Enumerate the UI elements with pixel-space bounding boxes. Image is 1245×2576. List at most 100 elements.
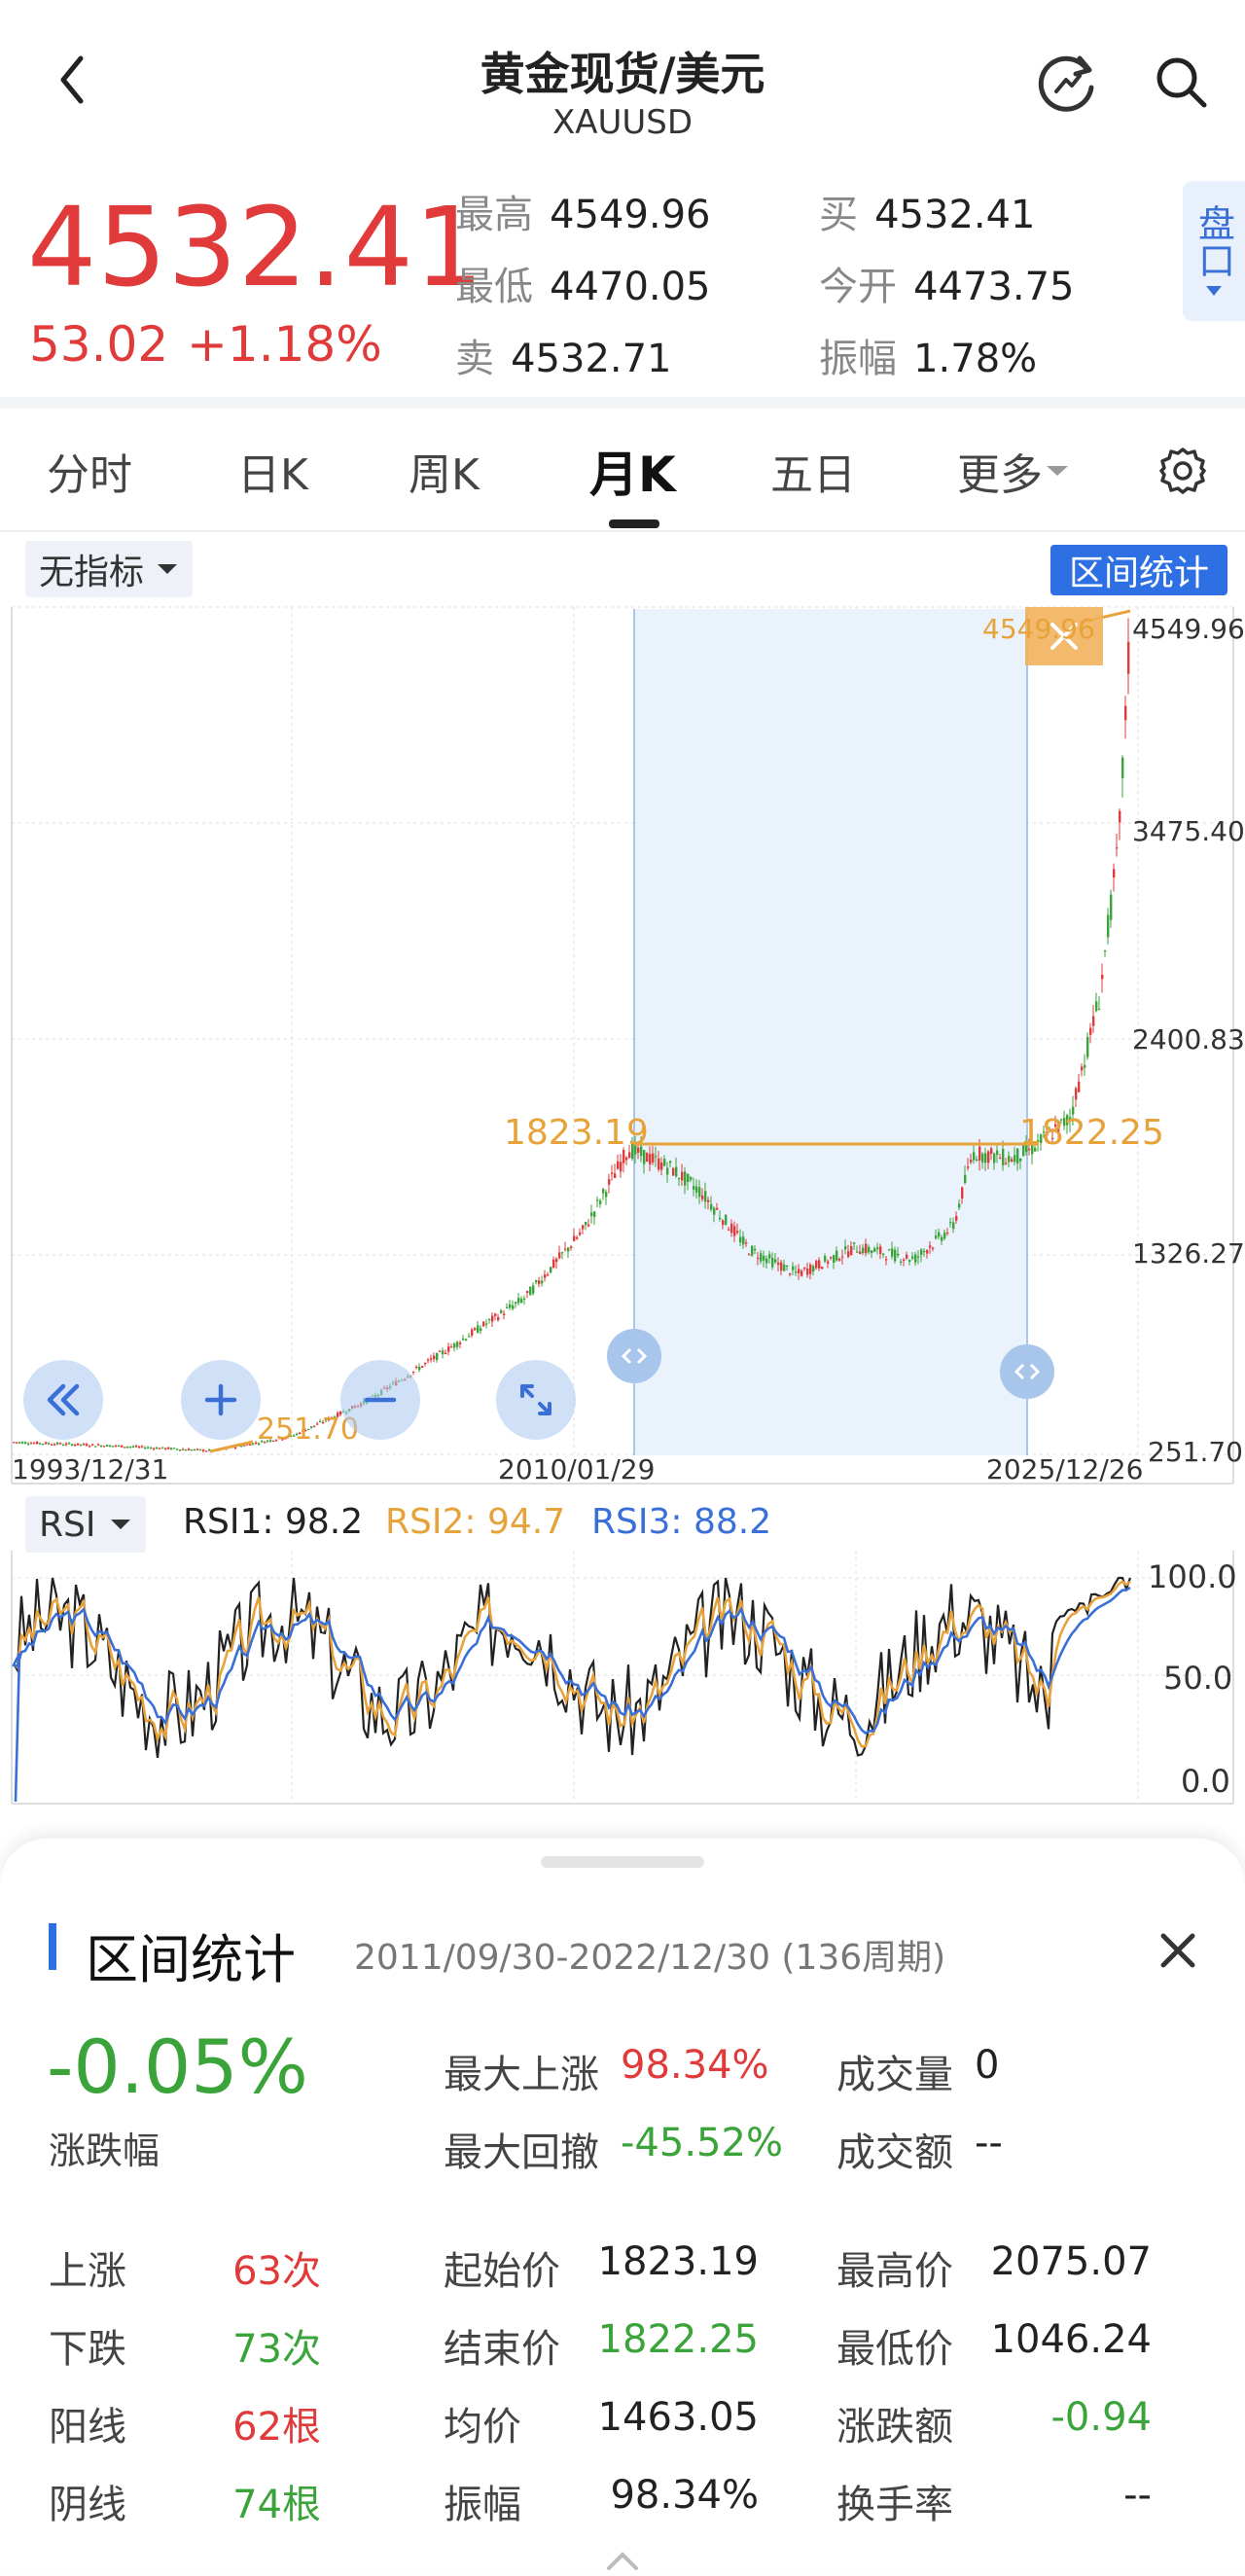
y-tick-1: 4549.96 bbox=[1132, 613, 1245, 645]
candle-body bbox=[1040, 1134, 1043, 1143]
quote-label: 最高 bbox=[455, 193, 533, 237]
candle-body bbox=[261, 1441, 264, 1443]
candle-body bbox=[100, 1445, 103, 1448]
expand-sheet-button[interactable] bbox=[603, 2549, 642, 2572]
candle-body bbox=[526, 1290, 529, 1293]
candle-body bbox=[984, 1153, 987, 1163]
quote-open: 今开 4473.75 bbox=[819, 255, 1075, 311]
fullscreen-button[interactable] bbox=[496, 1360, 576, 1440]
candle-body bbox=[302, 1430, 304, 1432]
candle-body bbox=[993, 1153, 996, 1163]
rsi-select[interactable]: RSI bbox=[25, 1496, 147, 1553]
candle-body bbox=[774, 1259, 777, 1263]
candle-body bbox=[932, 1247, 935, 1249]
range-stats-button[interactable]: 区间统计 bbox=[1050, 545, 1227, 595]
tab-weekly-k[interactable]: 周K bbox=[409, 450, 480, 500]
down-count-label: 下跌 bbox=[49, 2327, 126, 2372]
rsi1-value: RSI1: 98.2 bbox=[183, 1502, 364, 1542]
candle-body bbox=[339, 1411, 342, 1415]
candle-body bbox=[573, 1235, 576, 1241]
candle-body bbox=[818, 1260, 821, 1269]
candle-body bbox=[1051, 1137, 1054, 1140]
candle-body bbox=[53, 1444, 56, 1446]
candle-body bbox=[252, 1443, 255, 1446]
candle-body bbox=[765, 1258, 768, 1264]
candle-body bbox=[806, 1269, 809, 1275]
tab-monthly-k[interactable]: 月K bbox=[589, 447, 676, 503]
candle-body bbox=[713, 1207, 716, 1215]
candle-body bbox=[167, 1447, 170, 1449]
candle-body bbox=[976, 1159, 978, 1161]
tab-daily-k[interactable]: 日K bbox=[237, 450, 308, 500]
candle-body bbox=[1075, 1088, 1078, 1100]
zoom-in-button[interactable] bbox=[181, 1360, 261, 1440]
candle-body bbox=[958, 1203, 961, 1208]
candle-body bbox=[1016, 1148, 1019, 1163]
candle-body bbox=[736, 1231, 739, 1234]
range-end-handle[interactable] bbox=[1000, 1344, 1054, 1399]
candle-body bbox=[946, 1232, 949, 1234]
candle-body bbox=[91, 1444, 94, 1446]
range-end-annotation: 1822.25 bbox=[1019, 1113, 1164, 1153]
candle-body bbox=[310, 1426, 313, 1428]
sheet-close-button[interactable] bbox=[1156, 1928, 1200, 1973]
plus-icon bbox=[204, 1383, 237, 1416]
settings-button[interactable] bbox=[1157, 446, 1208, 496]
candle-body bbox=[433, 1355, 436, 1360]
candle-body bbox=[161, 1447, 164, 1449]
candle-body bbox=[299, 1432, 302, 1435]
candle-body bbox=[185, 1449, 188, 1451]
tab-more-label: 更多 bbox=[957, 450, 1043, 500]
candle-body bbox=[555, 1259, 558, 1263]
zoom-out-button[interactable] bbox=[340, 1360, 420, 1440]
candle-body bbox=[269, 1440, 272, 1442]
back-button[interactable] bbox=[53, 51, 102, 119]
candle-body bbox=[882, 1253, 885, 1255]
sheet-drag-handle[interactable] bbox=[541, 1856, 704, 1868]
candle-body bbox=[1110, 894, 1113, 920]
candle-body bbox=[86, 1444, 89, 1447]
candle-body bbox=[115, 1445, 118, 1447]
candle-body bbox=[535, 1280, 538, 1283]
max-annotation: 4549.96 bbox=[982, 613, 1095, 645]
caret-down-icon bbox=[1206, 286, 1222, 296]
down-count-value: 73次 bbox=[232, 2327, 321, 2372]
candle-body bbox=[602, 1189, 605, 1194]
sheet-title: 区间统计 bbox=[86, 1929, 296, 1990]
candle-body bbox=[640, 1146, 643, 1157]
candle-body bbox=[900, 1261, 903, 1263]
candle-body bbox=[663, 1159, 666, 1166]
candlestick-chart[interactable] bbox=[0, 603, 1245, 1498]
close-icon[interactable] bbox=[1050, 623, 1078, 650]
candle-body bbox=[21, 1442, 24, 1445]
range-start-handle[interactable] bbox=[607, 1329, 661, 1383]
candle-body bbox=[1008, 1156, 1011, 1163]
refresh-button[interactable] bbox=[1035, 51, 1099, 115]
candle-body bbox=[768, 1254, 771, 1259]
tab-five-day[interactable]: 五日 bbox=[770, 450, 856, 500]
search-button[interactable] bbox=[1152, 53, 1210, 111]
indicator-select[interactable]: 无指标 bbox=[25, 541, 194, 597]
candle-body bbox=[415, 1366, 418, 1369]
candle-body bbox=[503, 1313, 506, 1315]
pankou-button[interactable]: 盘口 bbox=[1183, 181, 1245, 321]
candle-body bbox=[552, 1259, 555, 1268]
candle-body bbox=[331, 1416, 334, 1418]
tab-intraday[interactable]: 分时 bbox=[47, 450, 132, 500]
candle-body bbox=[83, 1444, 86, 1446]
candle-body bbox=[547, 1274, 550, 1276]
scroll-left-button[interactable] bbox=[23, 1360, 103, 1440]
candle-body bbox=[628, 1152, 631, 1159]
candle-body bbox=[803, 1268, 806, 1270]
candle-body bbox=[24, 1442, 27, 1444]
start-price-value: 1823.19 bbox=[597, 2239, 759, 2284]
tab-more[interactable]: 更多 bbox=[957, 440, 1070, 502]
candle-body bbox=[943, 1232, 946, 1239]
gear-icon bbox=[1159, 447, 1206, 494]
candle-body bbox=[126, 1447, 129, 1449]
candle-body bbox=[836, 1250, 838, 1261]
drag-handle-icon bbox=[621, 1347, 648, 1365]
candle-body bbox=[967, 1166, 970, 1168]
candle-body bbox=[1089, 1027, 1092, 1035]
yang-count-value: 62根 bbox=[232, 2405, 321, 2450]
